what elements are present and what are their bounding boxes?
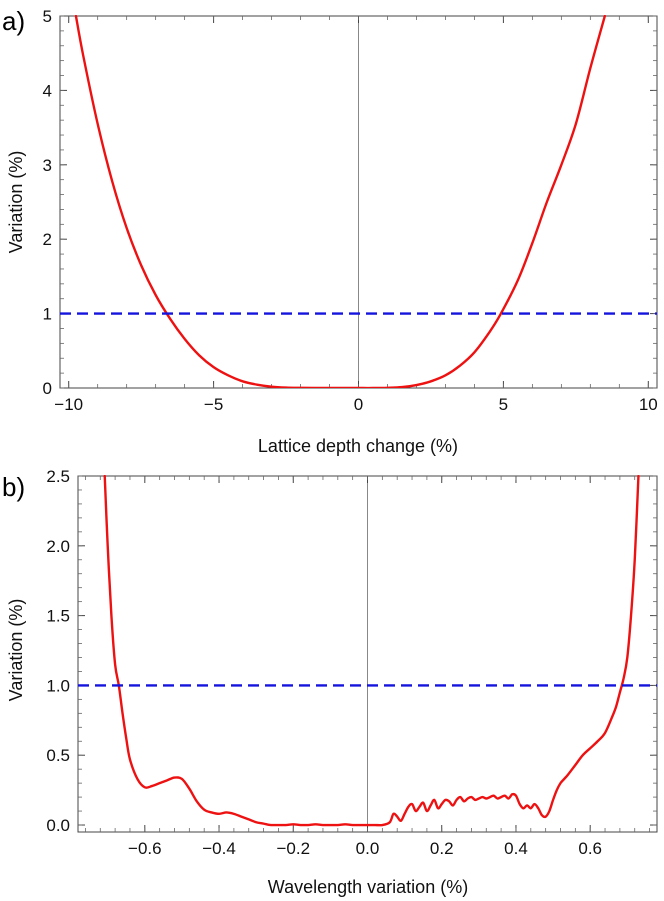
panel-a-x-axis-title: Lattice depth change (%)	[258, 436, 458, 456]
y-tick-label: 0.0	[46, 816, 70, 835]
y-tick-label: 1.0	[46, 676, 70, 695]
y-tick-label: 4	[43, 81, 52, 100]
x-tick-label: 10	[639, 395, 658, 414]
y-tick-label: 1	[43, 305, 52, 324]
x-tick-label: −0.2	[276, 839, 310, 858]
x-tick-label: 0.4	[504, 839, 528, 858]
panel-b-y-axis-title: Variation (%)	[6, 599, 26, 702]
y-tick-label: 3	[43, 156, 52, 175]
variation-curve	[74, 15, 607, 388]
x-tick-label: −10	[54, 395, 83, 414]
panel-a-label: a)	[2, 6, 25, 36]
y-tick-label: 5	[43, 7, 52, 26]
y-tick-label: 1.5	[46, 607, 70, 626]
variation-curve	[103, 475, 640, 827]
panel-a-ticks: −10 −5 0 5 10 0 1 2 3 4 5	[43, 7, 658, 414]
panel-a-y-axis-title: Variation (%)	[6, 151, 26, 254]
x-tick-label: −0.4	[202, 839, 236, 858]
y-tick-label: 2.5	[46, 467, 70, 486]
panel-b-series	[78, 475, 657, 827]
x-tick-label: 0.6	[578, 839, 602, 858]
panel-a: a) −10 −5 0 5 10 0 1 2 3 4 5 Lattice depth change …	[2, 6, 658, 456]
x-tick-label: 0	[354, 395, 363, 414]
x-tick-label: 5	[499, 395, 508, 414]
x-tick-label: −5	[204, 395, 223, 414]
panel-b-x-axis-title: Wavelength variation (%)	[268, 877, 468, 897]
y-tick-label: 0.5	[46, 746, 70, 765]
panel-b-ticks: −0.6 −0.4 −0.2 0.0 0.2 0.4 0.6 0.0 0.5 1.0 1.5 2.0 2…	[46, 467, 657, 858]
panel-a-series	[60, 15, 657, 388]
x-tick-label: 0.0	[356, 839, 380, 858]
x-tick-label: −0.6	[128, 839, 162, 858]
y-tick-label: 2	[43, 230, 52, 249]
panel-b: b) −0.6 −0.4 −0.2 0.0 0.2 0.4 0.6 0.0 0.5 1.0 1.5 2…	[2, 467, 658, 897]
x-tick-label: 0.2	[430, 839, 454, 858]
y-tick-label: 0	[43, 379, 52, 398]
y-tick-label: 2.0	[46, 537, 70, 556]
panel-b-label: b)	[2, 472, 25, 502]
